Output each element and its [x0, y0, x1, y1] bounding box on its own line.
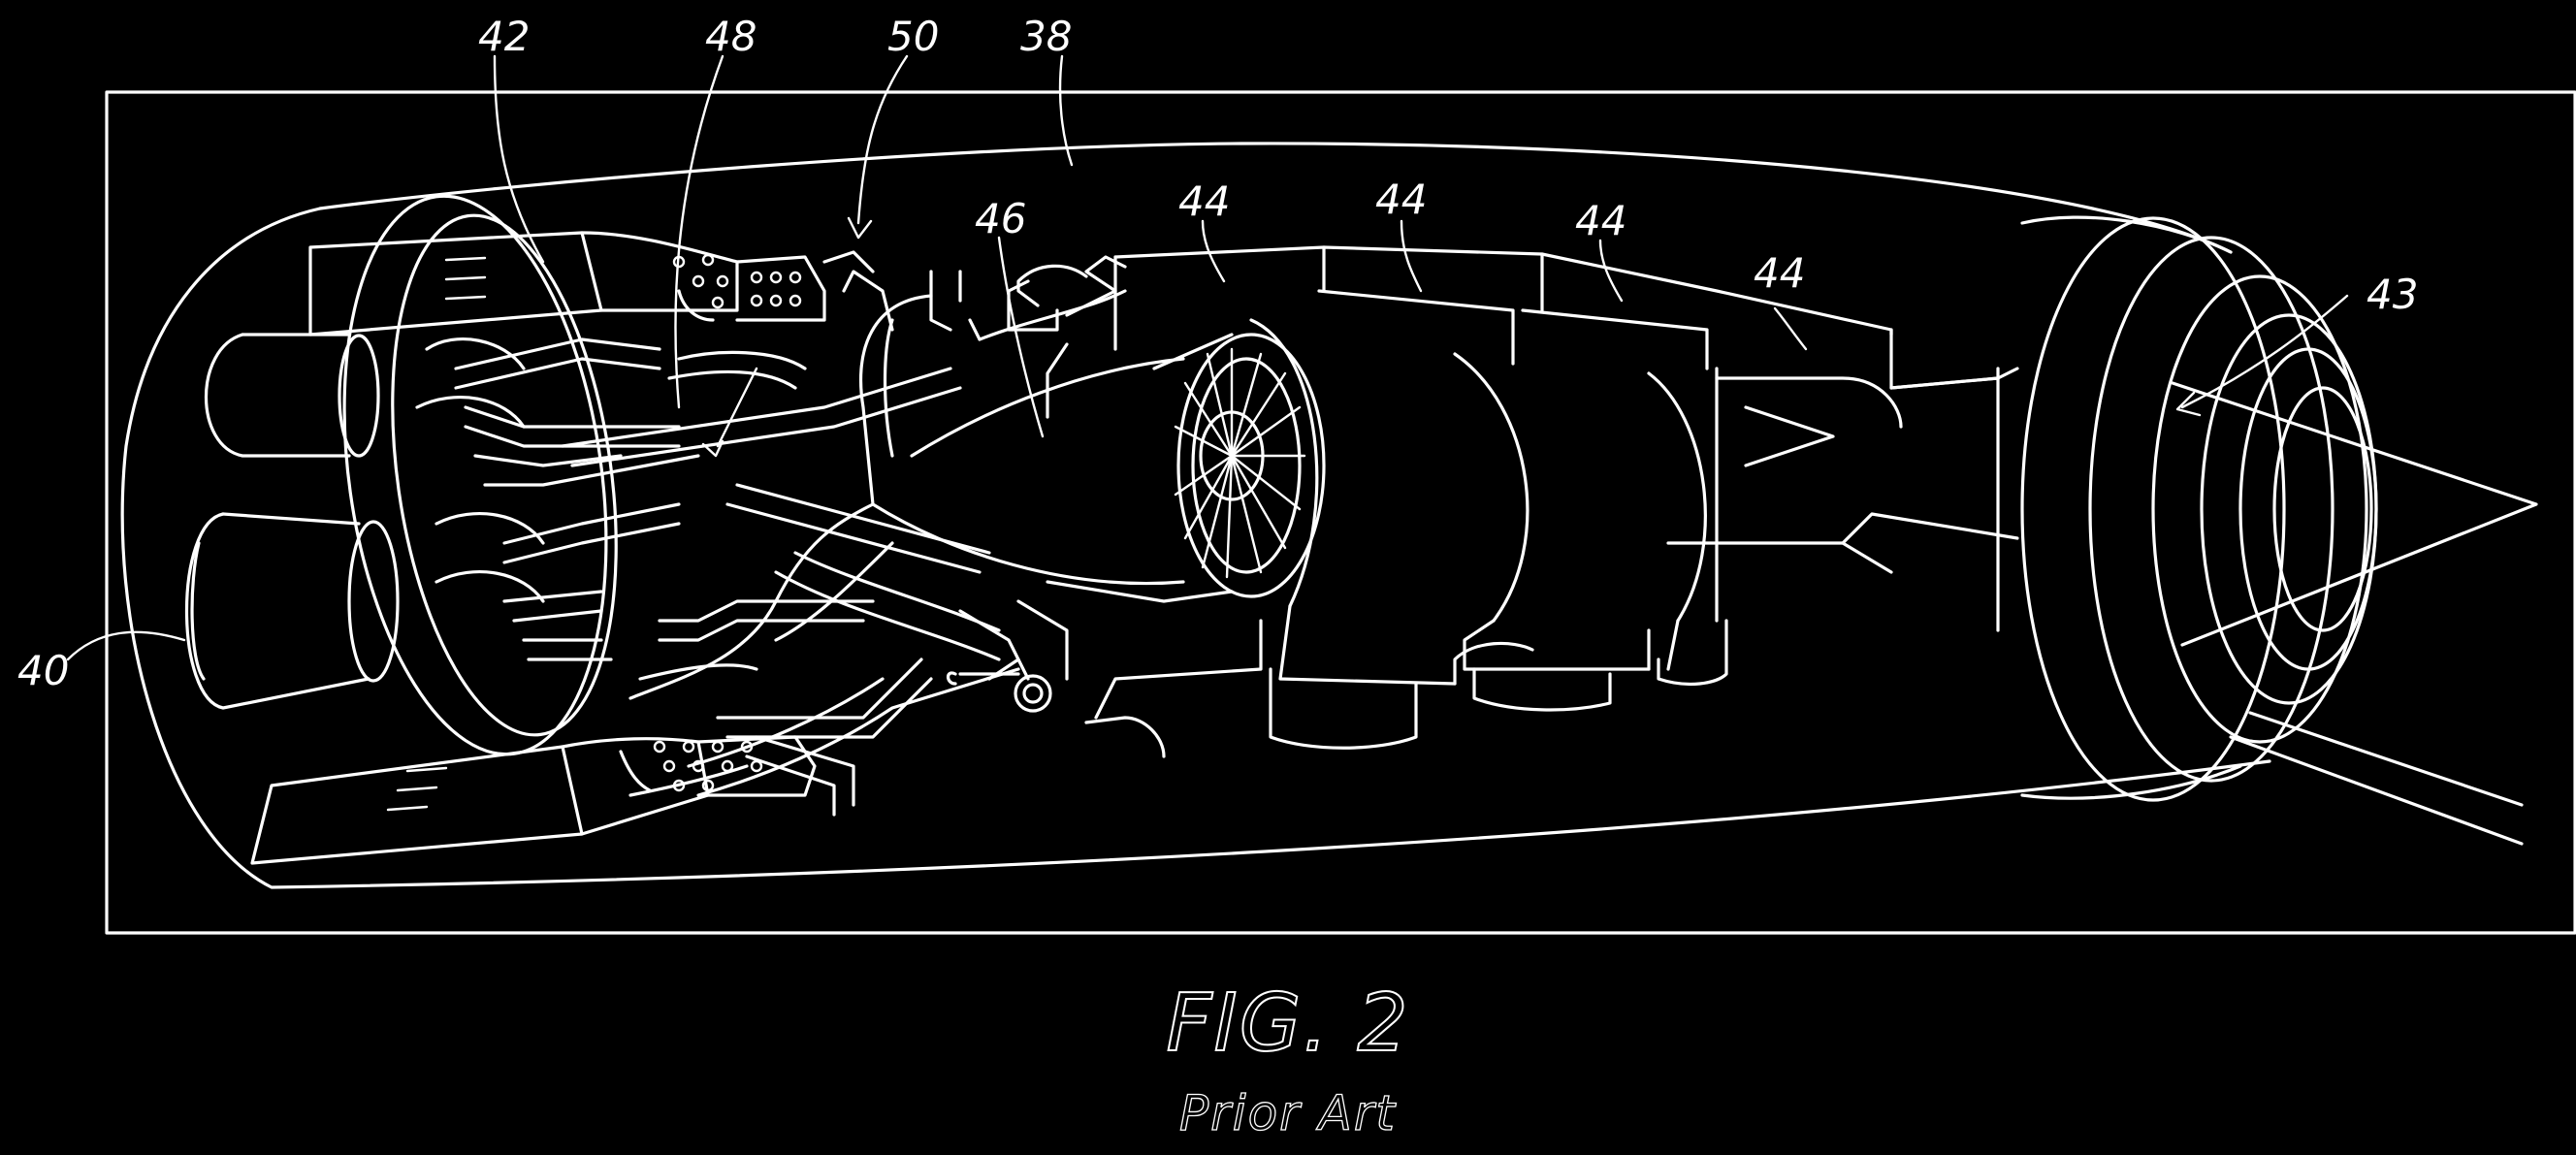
ref-label-43: 43: [2367, 271, 2418, 318]
nozzle-bells: [185, 333, 400, 710]
leader-42: [493, 54, 545, 264]
figure-title: FIG. 2: [1165, 977, 1410, 1071]
ref-label-44-c: 44: [1575, 197, 1626, 244]
ref-label-44-b: 44: [1375, 176, 1427, 223]
ref-label-50: 50: [887, 13, 939, 60]
leader-38: [1058, 54, 1074, 167]
arrowhead-50: [847, 216, 873, 240]
leader-44-a: [1201, 219, 1226, 283]
ref-label-48: 48: [705, 13, 757, 60]
nose-cone-assembly: [2020, 215, 2538, 802]
leader-46: [997, 236, 1045, 438]
piping-network: [561, 250, 1127, 817]
figure-subtitle: Prior Art: [1178, 1084, 1397, 1141]
leader-44-c: [1598, 239, 1624, 303]
ref-label-38: 38: [1020, 13, 1072, 60]
upper-module: [308, 231, 826, 337]
ref-label-44-d: 44: [1754, 249, 1805, 297]
arrow-48: [716, 367, 758, 448]
nacelle-outline: [120, 142, 2524, 889]
leader-lines: [66, 54, 2349, 661]
leader-43: [2180, 294, 2349, 409]
ref-label-46: 46: [975, 195, 1026, 242]
ref-label-40: 40: [17, 647, 69, 694]
leader-44-d: [1773, 306, 1808, 351]
leader-44-b: [1400, 219, 1423, 293]
core-body: [871, 289, 1185, 681]
arrowhead-48: [701, 439, 724, 458]
lower-module: [250, 735, 817, 865]
compressor-drum: [1046, 333, 1326, 603]
manifold-ring: [342, 194, 700, 756]
compressor-stages: [1084, 245, 2019, 758]
fan-spokes: [1174, 347, 1306, 579]
leader-40: [66, 630, 186, 661]
ref-label-42: 42: [478, 13, 530, 60]
ref-label-44-a: 44: [1178, 177, 1230, 225]
leader-50: [856, 54, 909, 225]
arrowhead-43: [2175, 391, 2202, 417]
figure-frame: [105, 90, 2576, 935]
leader-48: [674, 54, 724, 409]
